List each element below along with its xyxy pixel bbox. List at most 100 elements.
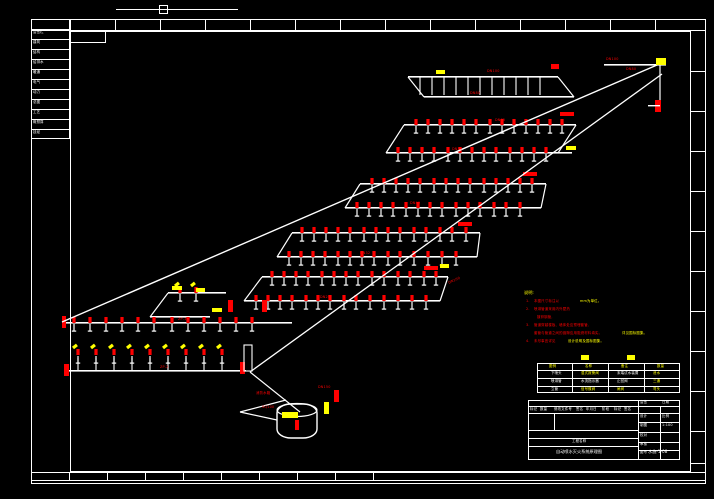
level-roof bbox=[407, 64, 575, 98]
riser-label-right: DN80 bbox=[626, 67, 637, 71]
legend-label: 止回阀 bbox=[617, 379, 628, 383]
revision-row-label: 技经 bbox=[33, 130, 41, 134]
note-text: 未尽事宜详见 bbox=[534, 339, 556, 343]
revision-row-label: 工艺 bbox=[33, 110, 41, 114]
legend-label: 湿式报警阀 bbox=[581, 371, 599, 375]
revision-row-label: 概预算 bbox=[33, 120, 44, 124]
riser-tag: ZP-2 bbox=[160, 365, 169, 369]
note-number: 4. bbox=[526, 339, 530, 343]
scale-label: 比例 bbox=[662, 414, 670, 418]
title-header-cell: 签名 bbox=[624, 406, 632, 411]
title-header-cell: 会签 bbox=[640, 400, 648, 404]
title-block[interactable]: 标记 数量 修改文件号 签名 年月日 阶段 标记 签名 会签 日期 工程名称 自… bbox=[528, 400, 680, 460]
note-text: 镀锌钢管, bbox=[537, 315, 553, 319]
level-4 bbox=[276, 222, 481, 268]
legend-label: 立管 bbox=[551, 387, 559, 391]
field-label: 校对 bbox=[640, 433, 648, 437]
water-tank bbox=[239, 390, 339, 439]
title-header-cell: 阶段 bbox=[602, 406, 610, 411]
title-header-cell: 标记 bbox=[530, 406, 538, 411]
revision-row-label: 给排水 bbox=[33, 60, 44, 64]
sheet-inner-border bbox=[70, 31, 691, 472]
field-label: 审核 bbox=[640, 442, 648, 446]
revision-row-label: 结构 bbox=[33, 50, 41, 54]
legend-header: 名称 bbox=[585, 363, 593, 368]
legend-label: 闸阀 bbox=[617, 387, 625, 391]
zone-strip-top bbox=[31, 19, 706, 31]
zone-strip-bottom bbox=[31, 466, 706, 484]
revision-table-stub bbox=[70, 31, 106, 43]
revision-row-label: 总图 bbox=[33, 100, 41, 104]
note-text: 本图尺寸标注以 bbox=[534, 299, 560, 303]
note-number: 1. bbox=[526, 299, 530, 303]
field-label: 设计 bbox=[640, 414, 648, 418]
title-header-cell: 修改文件号 bbox=[554, 406, 572, 411]
revision-row-label: 会签栏 bbox=[33, 30, 44, 34]
main-riser-diagonal bbox=[61, 61, 665, 413]
revision-table[interactable]: 会签栏 建筑 结构 给排水 暖通 电气 动力 总图 工艺 概预算 技经 bbox=[31, 19, 70, 139]
legend-label: 信号蝶阀 bbox=[581, 387, 596, 391]
equipment-label: DN150 bbox=[318, 385, 331, 389]
note-highlight: 详见国标图集。 bbox=[622, 331, 648, 335]
title-header-cell: 数量 bbox=[540, 406, 548, 411]
drawing-name: 自动喷水灭火系统原理图 bbox=[556, 449, 603, 454]
pipe-label: DN32 bbox=[360, 251, 371, 255]
title-header-cell: 签名 bbox=[576, 406, 584, 411]
note-text: 喷淋管道采用内外壁热 bbox=[534, 307, 570, 311]
title-header-cell: 标记 bbox=[614, 406, 622, 411]
legend-label: 末端试水装置 bbox=[617, 371, 639, 375]
scale-value: 1:100 bbox=[662, 423, 673, 427]
title-header-cell: 年月日 bbox=[586, 406, 597, 411]
pipe-label: DN100 bbox=[487, 69, 500, 73]
zone-strip-right bbox=[691, 31, 706, 472]
title-header-cell: 日期 bbox=[662, 400, 670, 404]
legend-callout bbox=[581, 355, 589, 360]
legend-label: 三通 bbox=[653, 379, 661, 383]
pipe-label: DN25 bbox=[320, 295, 331, 299]
legend-callout bbox=[627, 355, 635, 360]
note-number: 2. bbox=[526, 307, 530, 311]
sheet-value: 水施-1-08 bbox=[648, 449, 668, 454]
center-mark-box bbox=[159, 5, 168, 14]
legend-table[interactable]: 图例 名称 备注 数量 下喷头 喷淋管 立管 湿式报警阀 水流指示器 信号蝶阀 … bbox=[537, 355, 680, 393]
level-2 bbox=[149, 281, 267, 318]
pipe-label: DN65 bbox=[495, 118, 506, 122]
level-5 bbox=[344, 172, 547, 217]
level-6 bbox=[385, 112, 577, 162]
pipe-label: DN50 bbox=[452, 147, 463, 151]
sheet-label: 图号 bbox=[640, 450, 648, 454]
legend-label: 水流指示器 bbox=[581, 379, 599, 383]
legend-header: 备注 bbox=[621, 363, 629, 368]
legend-label: 喷淋管 bbox=[551, 379, 562, 383]
riser-label-right: DN100 bbox=[606, 57, 619, 61]
sheet-outer-border bbox=[31, 19, 706, 484]
field-label: 制图 bbox=[640, 423, 648, 427]
project-name: 工程名称 bbox=[572, 439, 587, 443]
legend-header: 数量 bbox=[657, 363, 665, 368]
legend-label: 下喷头 bbox=[551, 371, 562, 375]
legend-label: 泄水 bbox=[653, 371, 661, 375]
legend-header: 图例 bbox=[549, 363, 557, 368]
roof-riser-right bbox=[604, 58, 666, 112]
pipe-label: DN40 bbox=[410, 201, 421, 205]
revision-row-label: 电气 bbox=[33, 80, 41, 84]
notes-header: 说明: bbox=[524, 290, 534, 295]
riser-tag: ZP-1 bbox=[178, 317, 187, 321]
notes-block: 说明: 1. 本图尺寸标注以 mm为单位。 2. 喷淋管道采用内外壁热 镀锌钢管… bbox=[524, 290, 674, 347]
note-number: 3. bbox=[526, 323, 530, 327]
revision-row-label: 动力 bbox=[33, 90, 41, 94]
equipment-label: 消防水箱 bbox=[256, 391, 271, 395]
note-text: 管道穿越楼板、墙体处应预埋套管, bbox=[534, 323, 590, 327]
note-text: 套管与管道之间的缝隙应用阻燃材料填实。 bbox=[534, 331, 603, 335]
note-highlight: 设计说明及国标图集。 bbox=[568, 339, 604, 343]
equipment-label: SQ100 bbox=[262, 405, 275, 409]
revision-row-label: 建筑 bbox=[33, 40, 41, 44]
pipe-label: DN80 bbox=[470, 91, 481, 95]
level-1 bbox=[62, 316, 292, 376]
revision-row-label: 暖通 bbox=[33, 70, 41, 74]
note-highlight: mm为单位。 bbox=[580, 299, 602, 303]
center-mark-line bbox=[116, 9, 238, 10]
level-3 bbox=[243, 266, 449, 310]
